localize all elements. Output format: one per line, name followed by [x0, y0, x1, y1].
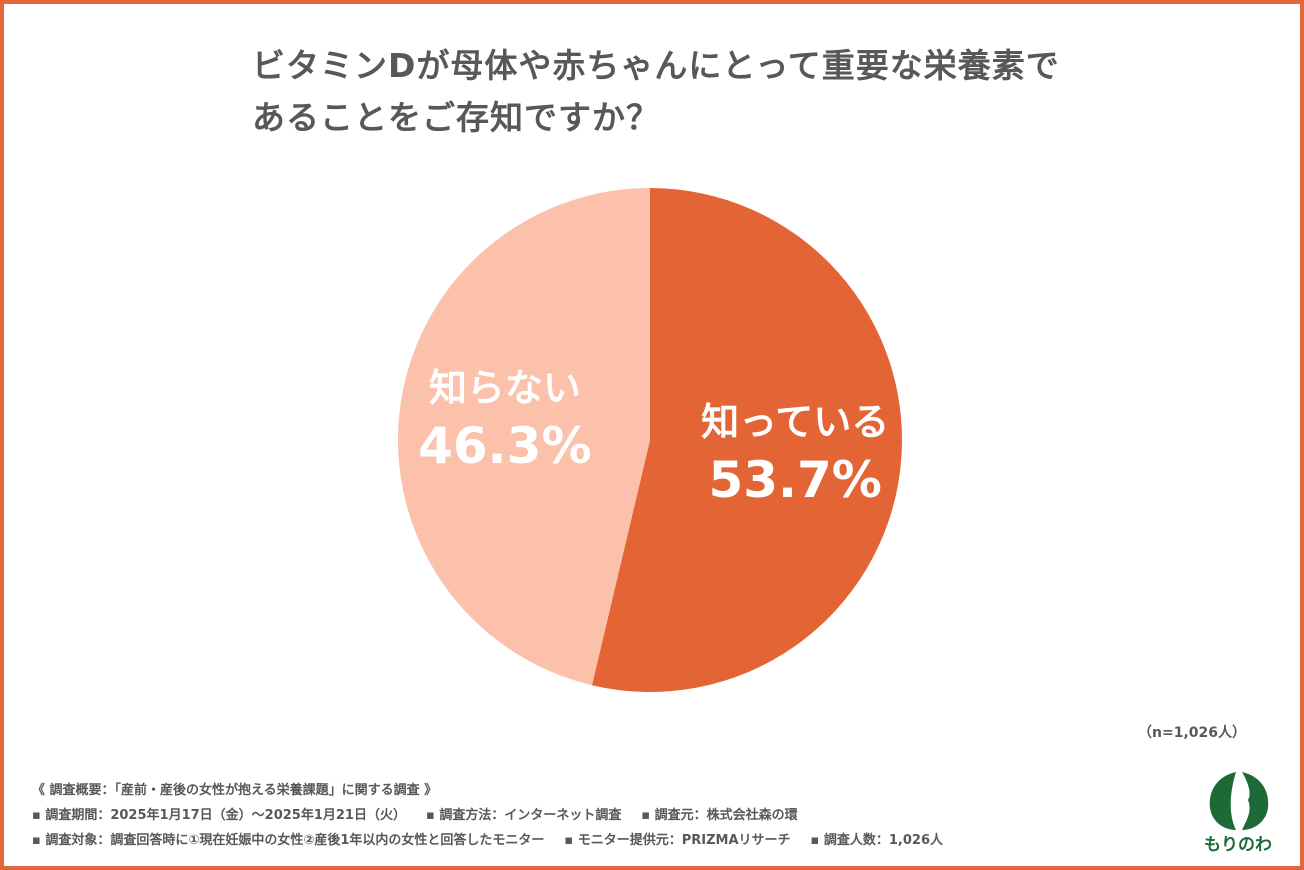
chart-title-line2: あることをご存知ですか？	[252, 98, 660, 137]
logo-text: もりのわ	[1204, 835, 1272, 855]
survey-count: ▪ 調査人数：1,026人	[810, 833, 944, 848]
survey-heading: 《 調査概要：「産前・産後の女性が抱える栄養課題」に関する調査 》	[32, 783, 438, 798]
pie-slice-1	[397, 188, 650, 686]
chart-title: ビタミンDが母体や赤ちゃんにとって重要な栄養素で あることをご存知ですか？	[252, 40, 1152, 144]
pie-slice-0	[591, 188, 902, 692]
pie-label-name-0: 知っている	[701, 400, 889, 444]
morinowa-logo	[1209, 772, 1269, 830]
survey-target: ▪ 調査対象：調査回答時に①現在妊娠中の女性②産後1年以内の女性と回答したモニタ…	[32, 833, 545, 848]
pie-labels: 知っている 53.7% 知らない 46.3%	[418, 366, 889, 509]
survey-provider: ▪ モニター提供元：PRIZMAリサーチ	[564, 833, 791, 848]
survey-source: ▪ 調査元：株式会社森の環	[641, 808, 798, 823]
survey-row-2: ▪ 調査対象：調査回答時に①現在妊娠中の女性②産後1年以内の女性と回答したモニタ…	[32, 828, 943, 853]
pie-slices	[397, 188, 902, 692]
logo-leaf-left	[1209, 772, 1236, 830]
survey-period: ▪ 調査期間：2025年1月17日（金）〜2025年1月21日（火）	[32, 808, 406, 823]
chart-title-line1: ビタミンDが母体や赤ちゃんにとって重要な栄養素で	[252, 46, 1060, 85]
pie-label-value-1: 46.3%	[418, 417, 591, 475]
pie-label-name-1: 知らない	[429, 366, 581, 410]
pie-label-value-0: 53.7%	[708, 451, 881, 509]
sample-size-note: （n=1,026人）	[1138, 725, 1246, 741]
logo-leaf-right	[1242, 772, 1269, 830]
survey-row-1: ▪ 調査期間：2025年1月17日（金）〜2025年1月21日（火） ▪ 調査方法…	[32, 803, 943, 828]
survey-method: ▪ 調査方法：インターネット調査	[425, 808, 622, 823]
survey-notes: 《 調査概要：「産前・産後の女性が抱える栄養課題」に関する調査 》 ▪ 調査期間…	[32, 778, 943, 853]
